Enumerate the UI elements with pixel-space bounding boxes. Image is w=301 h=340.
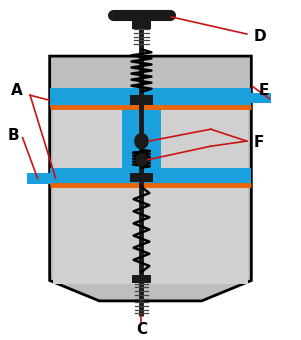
Bar <box>130 95 153 105</box>
Bar <box>251 94 271 103</box>
Polygon shape <box>50 56 251 301</box>
Bar <box>50 168 251 185</box>
Bar <box>132 13 151 29</box>
Text: F: F <box>254 135 264 150</box>
Text: C: C <box>136 322 147 337</box>
Circle shape <box>136 154 147 166</box>
Text: D: D <box>254 29 267 44</box>
Text: E: E <box>258 83 268 98</box>
Bar <box>53 107 248 168</box>
Bar <box>50 88 251 107</box>
Bar <box>132 275 151 283</box>
Text: A: A <box>11 83 23 98</box>
Text: B: B <box>8 129 19 143</box>
Bar <box>53 185 248 284</box>
Bar <box>27 173 50 184</box>
Bar <box>130 173 153 182</box>
Bar <box>122 105 161 170</box>
Circle shape <box>135 134 148 149</box>
